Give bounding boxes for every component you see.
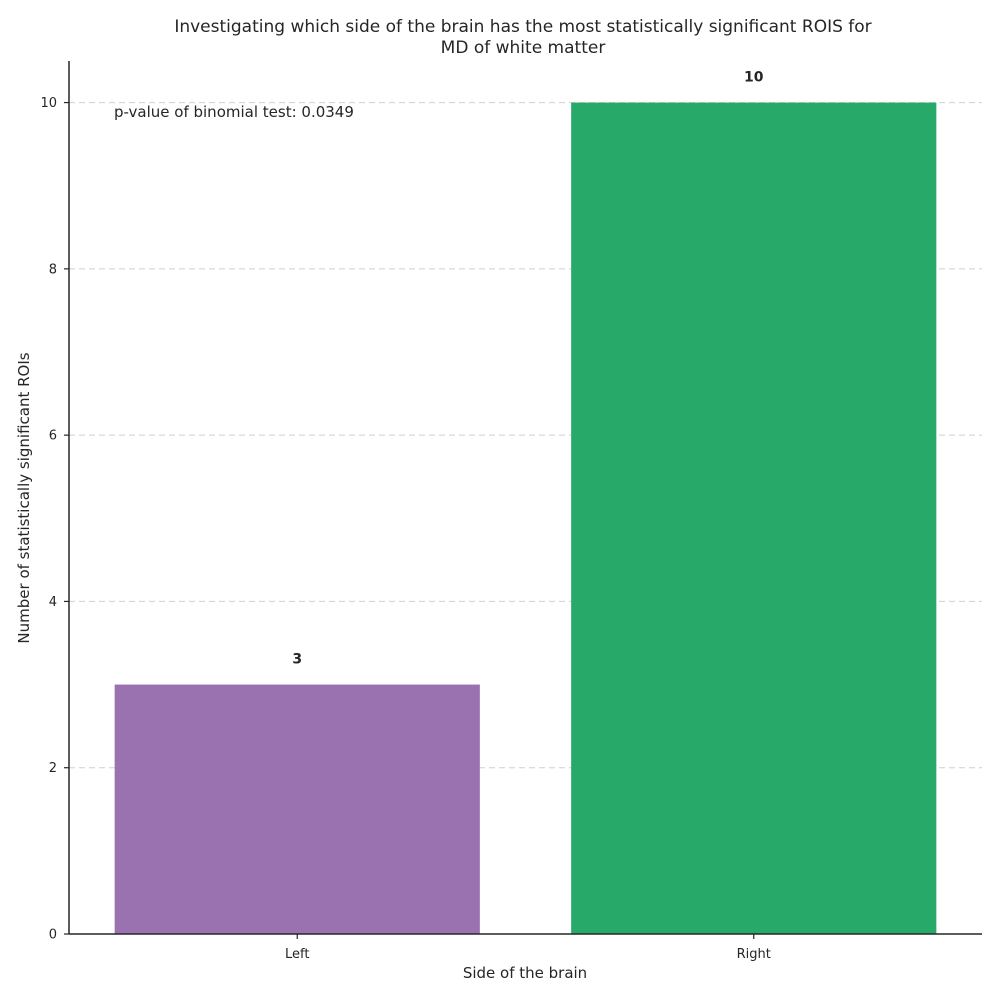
x-tick-label-left: Left	[285, 947, 309, 962]
bar-right	[571, 102, 937, 935]
p-value-annotation: p-value of binomial test: 0.0349	[114, 103, 354, 121]
x-tick-label-right: Right	[737, 947, 771, 962]
y-axis-ticks: 0 2 4 6 8 10	[40, 96, 69, 943]
bar-left	[114, 684, 480, 934]
bars	[114, 102, 937, 935]
bar-value-label-right: 10	[744, 70, 764, 86]
y-tick-label-0: 0	[49, 928, 57, 943]
y-tick-label-4: 4	[49, 595, 57, 610]
chart-title-line-1: Investigating which side of the brain ha…	[174, 17, 871, 37]
y-tick-label-8: 8	[49, 262, 57, 277]
y-tick-label-2: 2	[49, 761, 57, 776]
y-tick-label-6: 6	[49, 429, 57, 444]
y-axis-label: Number of statistically significant ROIs	[15, 352, 33, 643]
y-tick-label-10: 10	[40, 96, 57, 111]
bar-value-label-left: 3	[292, 652, 302, 668]
x-axis-ticks: Left Right	[285, 934, 771, 962]
chart-title-line-2: MD of white matter	[441, 38, 606, 58]
bar-labels: 3 10	[292, 70, 763, 668]
x-axis-label: Side of the brain	[463, 964, 587, 982]
